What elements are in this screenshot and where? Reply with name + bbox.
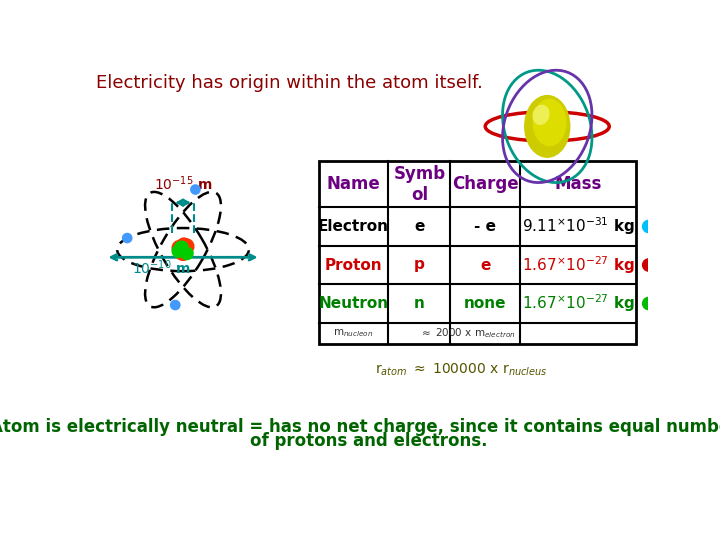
Circle shape: [174, 241, 189, 255]
Circle shape: [178, 238, 190, 251]
Text: Mass: Mass: [554, 175, 602, 193]
Text: Electricity has origin within the atom itself.: Electricity has origin within the atom i…: [96, 74, 483, 92]
Text: of protons and electrons.: of protons and electrons.: [251, 432, 487, 450]
Text: $9.11^{\times}10^{-31}$ kg: $9.11^{\times}10^{-31}$ kg: [522, 215, 635, 238]
Circle shape: [172, 240, 188, 256]
Text: Symb
ol: Symb ol: [393, 165, 446, 204]
Text: $1.67^{\times}10^{-27}$ kg: $1.67^{\times}10^{-27}$ kg: [522, 254, 635, 276]
Ellipse shape: [534, 99, 566, 146]
Text: Name: Name: [327, 175, 380, 193]
Text: r$_{atom}$ $\approx$ 100000 x r$_{nucleus}$: r$_{atom}$ $\approx$ 100000 x r$_{nucleu…: [375, 361, 548, 377]
Text: m$_{nucleon}$: m$_{nucleon}$: [333, 328, 374, 340]
Circle shape: [642, 259, 655, 271]
Circle shape: [122, 233, 132, 242]
Bar: [319, 161, 636, 345]
Text: Atom is electrically neutral = has no net charge, since it contains equal number: Atom is electrically neutral = has no ne…: [0, 418, 720, 436]
Circle shape: [181, 247, 193, 260]
Text: Charge: Charge: [452, 175, 518, 193]
Circle shape: [171, 300, 180, 309]
Text: e: e: [480, 258, 490, 273]
Text: $10^{-15}$ m: $10^{-15}$ m: [153, 175, 212, 193]
Text: $10^{-10}$ m: $10^{-10}$ m: [132, 259, 191, 278]
Text: none: none: [464, 296, 506, 311]
Text: Proton: Proton: [325, 258, 382, 273]
Text: Electron: Electron: [318, 219, 389, 234]
Circle shape: [179, 239, 194, 254]
Text: n: n: [414, 296, 425, 311]
Text: Neutron: Neutron: [318, 296, 389, 311]
Circle shape: [191, 185, 200, 194]
Circle shape: [642, 298, 655, 309]
Circle shape: [642, 220, 655, 233]
Ellipse shape: [533, 105, 549, 124]
Text: p: p: [414, 258, 425, 273]
Text: $1.67^{\times}10^{-27}$ kg: $1.67^{\times}10^{-27}$ kg: [522, 293, 635, 314]
Ellipse shape: [525, 96, 570, 157]
Text: $\approx$ 2000 x m$_{electron}$: $\approx$ 2000 x m$_{electron}$: [419, 327, 516, 340]
Circle shape: [175, 245, 191, 260]
Circle shape: [172, 245, 184, 257]
Text: - e: - e: [474, 219, 496, 234]
Text: e: e: [414, 219, 425, 234]
